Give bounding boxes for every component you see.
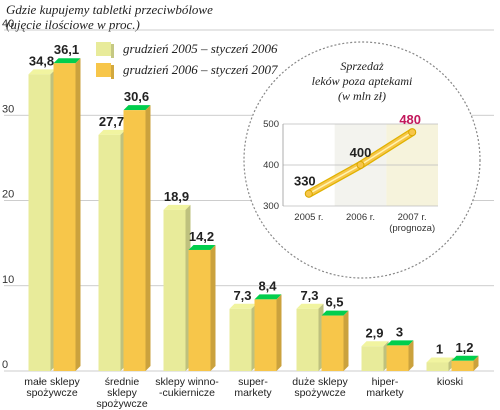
data-label: 34,8	[29, 53, 54, 68]
bar	[321, 315, 344, 371]
x-tick-label: sklepy	[107, 387, 138, 399]
inset-x-tick-label: (prognoza)	[389, 223, 435, 234]
bar	[254, 299, 277, 371]
legend-label: grudzień 2005 – styczeń 2006	[123, 40, 278, 56]
bar	[123, 110, 146, 371]
y-tick-label: 20	[2, 189, 14, 201]
inset-point	[356, 161, 365, 169]
data-label: 1,2	[455, 340, 473, 355]
data-label: 3	[396, 324, 403, 339]
x-tick-label: spożywcze	[26, 387, 78, 399]
inset-x-tick-label: 2007 r.	[398, 212, 427, 223]
bar-top	[296, 303, 324, 309]
bar-side	[408, 340, 414, 371]
bar-top	[98, 129, 126, 135]
x-tick-label: spożywcze	[294, 387, 346, 399]
x-tick-label: średnie	[105, 376, 140, 388]
inset-point	[408, 128, 417, 137]
bar-side	[276, 294, 282, 371]
x-tick-label: duże sklepy	[292, 376, 348, 388]
inset-data-label: 480	[399, 112, 421, 127]
inset-y-tick-label: 500	[263, 119, 279, 130]
data-label: 18,9	[164, 189, 189, 204]
bar-side	[75, 58, 81, 372]
inset-title: (w mln zł)	[338, 89, 386, 103]
bar	[98, 134, 121, 371]
data-label: 14,2	[189, 229, 214, 244]
inset-y-tick-label: 400	[263, 160, 279, 171]
y-tick-label: 30	[2, 103, 14, 115]
inset-data-label: 330	[294, 174, 316, 189]
legend-item: grudzień 2005 – styczeń 2006	[96, 38, 278, 59]
bar-top	[28, 69, 56, 75]
data-label: 2,9	[365, 325, 383, 340]
x-tick-label: małe sklepy	[24, 376, 80, 388]
x-tick-label: markety	[366, 387, 404, 399]
bar-top	[188, 244, 216, 250]
bar-side	[343, 310, 349, 371]
data-label: 36,1	[54, 42, 79, 57]
bar-top	[386, 340, 414, 346]
inset-y-tick-label: 300	[263, 201, 279, 212]
bar-top	[426, 357, 454, 363]
data-label: 6,5	[325, 295, 343, 310]
chart-title: Gdzie kupujemy tabletki przeciwbólowe	[6, 2, 213, 17]
y-tick-label: 0	[2, 359, 8, 371]
bar-top	[229, 303, 257, 309]
bar-top	[123, 105, 151, 111]
inset-x-tick-label: 2006 r.	[346, 212, 375, 223]
inset-data-label: 400	[350, 145, 372, 160]
bar	[296, 308, 319, 371]
bar	[163, 209, 186, 371]
data-label: 8,4	[258, 278, 277, 293]
bar-side	[210, 244, 216, 371]
x-tick-label: hiper-	[372, 376, 399, 388]
bar	[188, 249, 211, 371]
chart-subtitle: (ujęcie ilościowe w proc.)	[6, 17, 140, 32]
bar	[361, 346, 384, 371]
y-tick-label: 10	[2, 274, 14, 286]
data-label: 7,3	[300, 288, 318, 303]
x-tick-label: super-	[238, 376, 268, 388]
bar-top	[321, 310, 349, 316]
bar-top	[53, 58, 81, 64]
x-tick-label: markety	[234, 387, 272, 399]
data-label: 7,3	[233, 288, 251, 303]
bar-side	[473, 355, 479, 371]
x-tick-label: kioski	[437, 376, 463, 388]
bar	[426, 362, 449, 371]
data-label: 30,6	[124, 89, 149, 104]
bar	[28, 74, 51, 371]
inset-point	[304, 189, 313, 198]
bar	[53, 63, 76, 372]
inset-x-tick-label: 2005 r.	[294, 212, 323, 223]
x-tick-label: spożywcze	[96, 398, 148, 410]
legend: grudzień 2005 – styczeń 2006 grudzień 20…	[96, 38, 278, 80]
data-label: 1	[436, 341, 443, 356]
legend-swatch	[96, 41, 111, 56]
bar-top	[451, 355, 479, 361]
bar-top	[361, 341, 389, 347]
y-tick-label: 40	[2, 18, 14, 30]
legend-label: grudzień 2006 – styczeń 2007	[123, 61, 278, 77]
inset-title: leków poza aptekami	[312, 74, 413, 88]
bar-top	[254, 294, 282, 300]
legend-swatch	[96, 62, 111, 77]
legend-item: grudzień 2006 – styczeń 2007	[96, 59, 278, 80]
x-tick-label: -cukiernicze	[159, 387, 215, 399]
bar	[229, 308, 252, 371]
x-tick-label: sklepy winno-	[155, 376, 219, 388]
bar-side	[145, 105, 151, 371]
data-label: 27,7	[99, 114, 124, 129]
bar	[386, 345, 409, 371]
bar	[451, 360, 474, 371]
inset-title: Sprzedaż	[340, 59, 384, 73]
bar-top	[163, 204, 191, 210]
